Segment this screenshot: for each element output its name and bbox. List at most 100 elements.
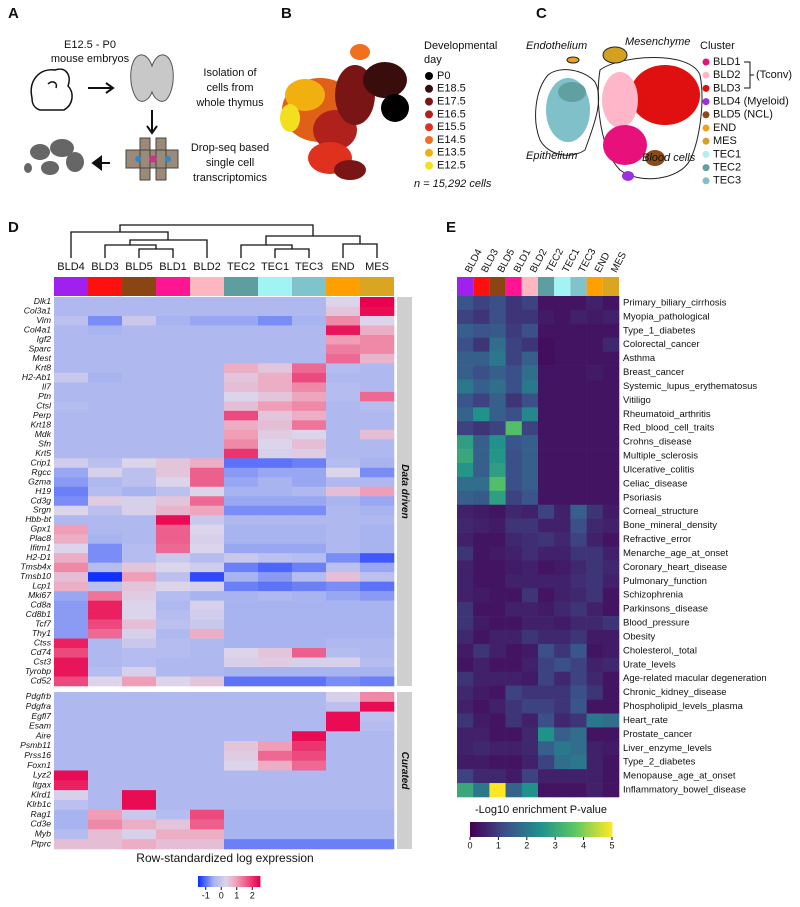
heat-cell <box>224 297 259 307</box>
row-label: Multiple_sclerosis <box>623 451 698 462</box>
heat-cell <box>292 391 327 402</box>
heat-cell <box>122 543 157 554</box>
heat-cell <box>586 755 604 770</box>
heat-cell <box>190 562 225 573</box>
heat-cell <box>292 790 327 801</box>
heat-cell <box>54 591 89 601</box>
heat-cell <box>292 591 327 601</box>
heat-cell <box>360 439 395 450</box>
heat-cell <box>538 685 555 700</box>
heat-cell <box>457 602 474 617</box>
colorbar-swatch <box>486 822 490 837</box>
row-label: Ifitm1 <box>30 543 51 553</box>
heat-cell <box>326 553 361 563</box>
heat-cell <box>326 448 361 459</box>
row-label: Ctsl <box>36 400 52 410</box>
heat-cell <box>88 721 123 732</box>
heat-cell <box>360 600 395 611</box>
colorbar-swatch <box>236 876 238 887</box>
heat-cell <box>457 337 474 352</box>
heat-cell <box>489 476 506 492</box>
colorbar-swatch <box>208 876 210 887</box>
heat-cell <box>258 619 293 630</box>
heat-cell <box>292 553 327 563</box>
heat-cell <box>54 770 89 781</box>
row-label: Cd3g <box>30 495 51 505</box>
heat-cell <box>489 435 506 450</box>
heat-cell <box>190 477 225 488</box>
colorbar-swatch <box>246 876 248 887</box>
dropseq-text: single cell <box>206 157 254 169</box>
heat-cell <box>473 463 490 478</box>
legend-label: P0 <box>437 70 450 82</box>
row-label: Age-related macular degeneration <box>623 673 767 684</box>
colorbar-swatch <box>562 822 566 837</box>
heat-cell <box>54 600 89 611</box>
heat-cell <box>88 701 123 712</box>
heat-cell <box>190 410 225 421</box>
heat-cell <box>505 296 523 311</box>
column-color <box>489 277 506 296</box>
heat-cell <box>473 337 490 352</box>
heat-cell <box>489 713 506 728</box>
heat-cell <box>602 699 620 714</box>
heat-cell <box>326 562 361 573</box>
heat-cell <box>224 581 259 592</box>
heat-cell <box>122 420 157 431</box>
row-label: Tmsb4x <box>20 562 51 572</box>
heat-cell <box>538 518 555 533</box>
heat-cell <box>602 602 620 617</box>
heat-cell <box>88 591 123 601</box>
colorbar-swatch <box>240 876 242 887</box>
heat-cell <box>554 727 571 742</box>
heat-cell <box>489 602 506 617</box>
column-color <box>570 277 587 296</box>
heat-cell <box>258 486 293 497</box>
heat-cell <box>292 839 327 850</box>
heat-cell <box>326 410 361 421</box>
row-label: Parkinsons_disease <box>623 604 708 615</box>
heat-cell <box>505 755 523 770</box>
heat-cell <box>54 344 89 355</box>
heat-cell <box>570 602 587 617</box>
colorbar-swatch <box>256 876 259 887</box>
heat-cell <box>54 534 89 544</box>
heat-cell <box>224 610 259 620</box>
heat-cell <box>521 365 539 380</box>
heat-cell <box>156 711 191 722</box>
heat-cell <box>156 297 191 307</box>
colorbar-swatch <box>201 876 203 887</box>
heat-cell <box>570 783 587 798</box>
heat-cell <box>258 750 293 761</box>
dropseq-text: Drop-seq based <box>191 142 269 154</box>
heat-cell <box>554 351 571 366</box>
heat-cell <box>505 421 523 436</box>
heat-cell <box>538 741 555 756</box>
heat-cell <box>224 799 259 811</box>
legend-marker <box>702 84 710 92</box>
heat-cell <box>457 435 474 450</box>
row-label: Srgn <box>33 505 51 515</box>
heat-cell <box>292 731 327 742</box>
heat-cell <box>326 741 361 752</box>
heat-cell <box>292 534 327 544</box>
heat-cell <box>602 588 620 603</box>
colorbar-swatch <box>222 876 225 887</box>
colorbar-swatch <box>209 876 211 887</box>
heat-cell <box>473 574 490 589</box>
heat-cell <box>156 524 191 535</box>
heat-cell <box>258 790 293 801</box>
heat-cell <box>54 458 89 469</box>
heat-cell <box>360 410 395 421</box>
colorbar-swatch <box>215 876 217 887</box>
row-label: H19 <box>35 486 51 496</box>
heat-cell <box>521 435 539 450</box>
heat-cell <box>190 420 225 431</box>
heat-cell <box>258 410 293 421</box>
colorbar-swatch <box>609 822 613 837</box>
heat-cell <box>570 296 587 311</box>
heat-cell <box>360 306 395 317</box>
colorbar-swatch <box>253 876 256 887</box>
